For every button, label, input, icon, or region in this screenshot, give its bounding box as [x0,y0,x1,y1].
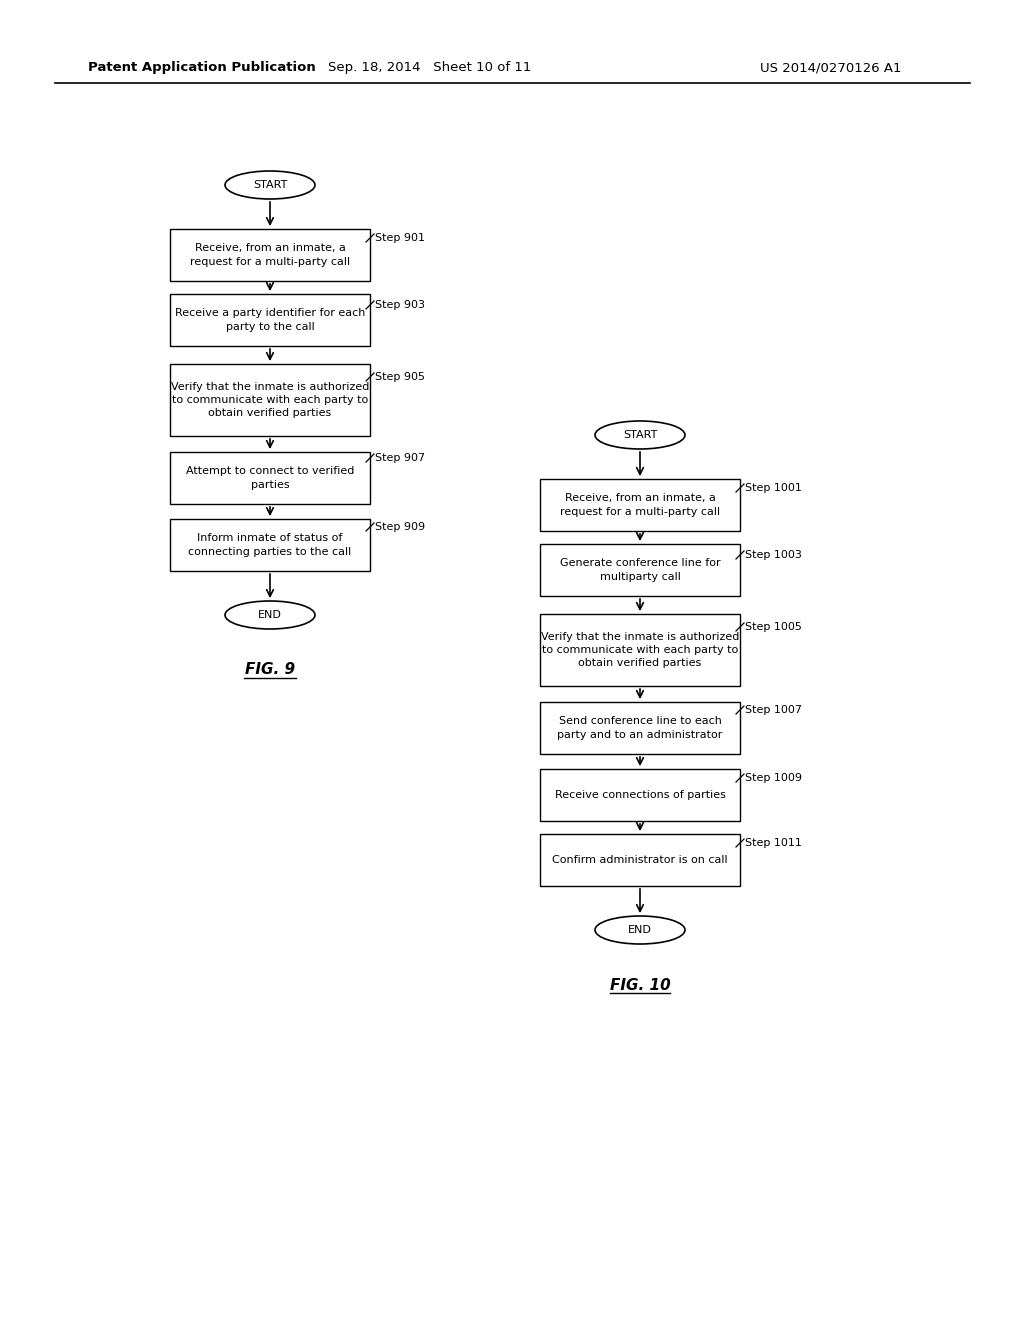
FancyBboxPatch shape [540,614,740,686]
Text: Step 909: Step 909 [375,521,425,532]
Text: START: START [253,180,287,190]
FancyBboxPatch shape [170,228,370,281]
Text: Verify that the inmate is authorized
to communicate with each party to
obtain ve: Verify that the inmate is authorized to … [541,632,739,668]
Text: Step 901: Step 901 [375,234,425,243]
Text: Verify that the inmate is authorized
to communicate with each party to
obtain ve: Verify that the inmate is authorized to … [171,381,370,418]
Text: Step 907: Step 907 [375,453,425,463]
Text: Confirm administrator is on call: Confirm administrator is on call [552,855,728,865]
Ellipse shape [595,421,685,449]
Ellipse shape [225,601,315,630]
Text: Receive, from an inmate, a
request for a multi-party call: Receive, from an inmate, a request for a… [560,494,720,516]
Text: FIG. 10: FIG. 10 [609,978,671,993]
Text: Receive connections of parties: Receive connections of parties [555,789,725,800]
FancyBboxPatch shape [170,294,370,346]
Text: START: START [623,430,657,440]
FancyBboxPatch shape [540,702,740,754]
Text: Step 1003: Step 1003 [745,550,802,560]
FancyBboxPatch shape [540,479,740,531]
FancyBboxPatch shape [170,451,370,504]
FancyBboxPatch shape [540,770,740,821]
Text: Patent Application Publication: Patent Application Publication [88,62,315,74]
Text: Step 1007: Step 1007 [745,705,802,715]
Text: FIG. 9: FIG. 9 [245,663,295,677]
Text: Receive, from an inmate, a
request for a multi-party call: Receive, from an inmate, a request for a… [189,243,350,267]
Text: Step 903: Step 903 [375,300,425,310]
Text: Step 1005: Step 1005 [745,622,802,632]
Text: Sep. 18, 2014   Sheet 10 of 11: Sep. 18, 2014 Sheet 10 of 11 [329,62,531,74]
Text: Inform inmate of status of
connecting parties to the call: Inform inmate of status of connecting pa… [188,533,351,557]
Text: Step 1001: Step 1001 [745,483,802,492]
Text: Step 905: Step 905 [375,372,425,381]
Text: Generate conference line for
multiparty call: Generate conference line for multiparty … [560,558,720,582]
Text: Attempt to connect to verified
parties: Attempt to connect to verified parties [185,466,354,490]
Text: Step 1011: Step 1011 [745,838,802,847]
Ellipse shape [225,172,315,199]
Text: END: END [628,925,652,935]
FancyBboxPatch shape [540,544,740,597]
FancyBboxPatch shape [170,364,370,436]
Text: Send conference line to each
party and to an administrator: Send conference line to each party and t… [557,717,723,739]
Text: US 2014/0270126 A1: US 2014/0270126 A1 [760,62,901,74]
FancyBboxPatch shape [540,834,740,886]
Text: Receive a party identifier for each
party to the call: Receive a party identifier for each part… [175,309,366,331]
Ellipse shape [595,916,685,944]
Text: END: END [258,610,282,620]
Text: Step 1009: Step 1009 [745,774,802,783]
FancyBboxPatch shape [170,519,370,572]
